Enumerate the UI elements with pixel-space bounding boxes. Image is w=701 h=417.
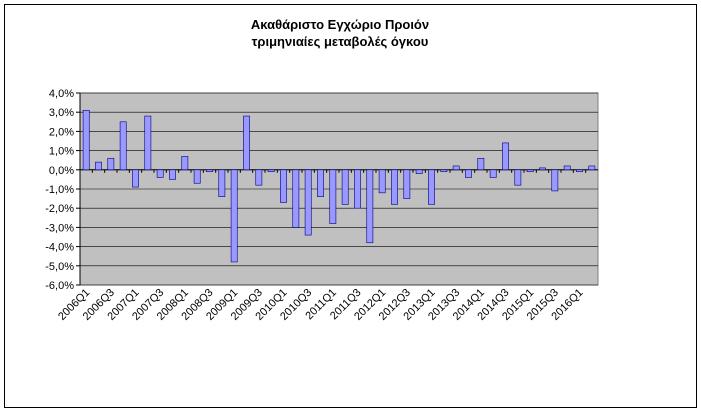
chart-title: Ακαθάριστο Εγχώριο Προιόν: [251, 17, 429, 32]
bar: [206, 169, 213, 173]
y-tick-label: -2,0%: [45, 203, 74, 215]
y-tick-label: 3,0%: [49, 107, 74, 119]
bar: [514, 169, 522, 186]
bar: [502, 142, 509, 171]
bar: [280, 169, 287, 203]
bar: [378, 169, 386, 194]
bar: [132, 169, 139, 188]
y-tick-label: 4,0%: [49, 88, 74, 100]
bar: [193, 169, 201, 184]
bar: [551, 169, 559, 192]
bar: [539, 167, 546, 171]
bar: [354, 169, 361, 209]
bar: [82, 109, 90, 171]
y-tick-label: -3,0%: [45, 222, 74, 234]
y-tick-label: 2,0%: [49, 126, 74, 138]
bar: [563, 165, 571, 171]
bar: [428, 169, 435, 205]
y-tick-label: -1,0%: [45, 184, 74, 196]
bar: [218, 169, 226, 197]
bar: [391, 169, 398, 205]
bar: [526, 169, 534, 173]
bar: [230, 169, 238, 263]
bar: [119, 121, 127, 171]
bar: [107, 157, 115, 171]
y-tick-label: -6,0%: [45, 280, 74, 292]
bar: [489, 169, 497, 178]
bar: [169, 169, 176, 180]
bar: [452, 165, 460, 171]
y-tick-label: 1,0%: [49, 146, 74, 158]
y-tick-label: 0,0%: [49, 165, 74, 177]
bar: [329, 169, 337, 224]
bar: [477, 157, 485, 171]
bar: [341, 169, 349, 205]
bar: [304, 169, 312, 236]
bar: [588, 165, 596, 171]
bar: [156, 169, 164, 178]
bar: [465, 169, 472, 178]
bar: [243, 115, 250, 171]
bar: [317, 169, 324, 197]
bar: [181, 156, 189, 171]
bar: [144, 115, 152, 171]
bar: [440, 169, 448, 173]
bar: [95, 161, 102, 171]
y-tick-label: -5,0%: [45, 261, 74, 273]
bar: [267, 169, 275, 173]
bar: [366, 169, 374, 244]
bar: [403, 169, 411, 199]
bar: [415, 169, 423, 174]
bar: [292, 169, 300, 228]
y-tick-label: -4,0%: [45, 242, 74, 254]
bar: [255, 169, 263, 186]
bar: [576, 169, 583, 173]
chart-subtitle: τριμηνιαίες μεταβολές όγκου: [252, 34, 429, 49]
